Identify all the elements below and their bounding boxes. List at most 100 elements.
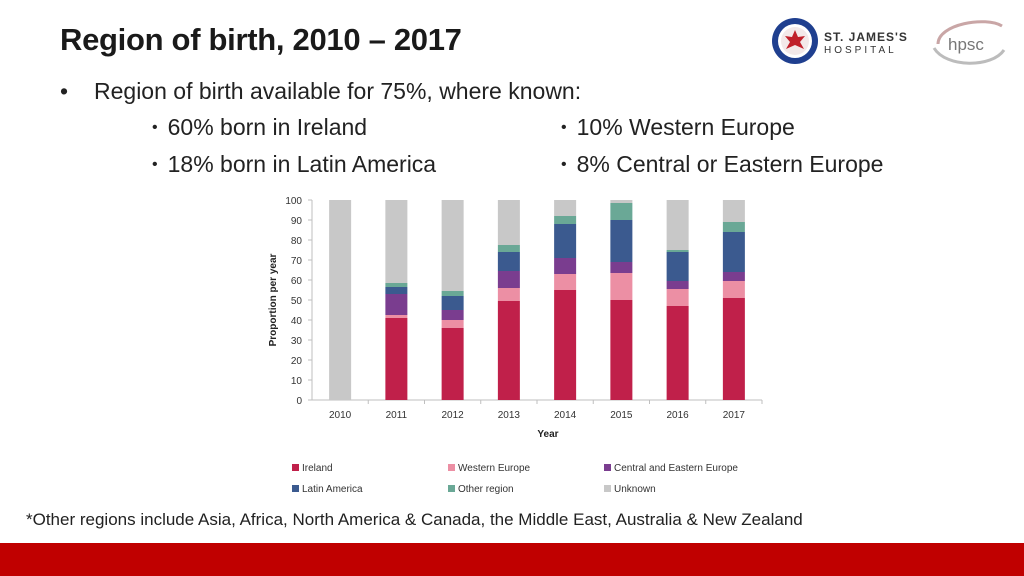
bar-segment (441, 200, 464, 291)
bar-segment (385, 315, 408, 318)
legend-item: Other region (448, 484, 514, 495)
st-james-hospital-wordmark: ST. JAMES'S HOSPITAL (824, 30, 908, 58)
sub-bullet-text: 8% Central or Eastern Europe (576, 151, 884, 177)
bar-segment (329, 200, 352, 400)
bar-segment (441, 320, 464, 328)
sub-bullet-western-europe: • 10% Western Europe (561, 114, 795, 140)
bar-segment (554, 200, 577, 216)
bar-segment (385, 283, 408, 287)
logo-area: ST. JAMES'S HOSPITAL hpsc (770, 14, 1010, 72)
x-tick-label: 2011 (386, 410, 408, 421)
bar-segment (554, 224, 577, 258)
legend-swatch (292, 485, 299, 492)
sub-bullet-ireland: • 60% born in Ireland (152, 114, 368, 140)
bar-segment (722, 281, 745, 298)
bar-segment (385, 200, 408, 283)
y-tick-label: 10 (291, 376, 303, 387)
y-tick-label: 40 (291, 316, 303, 327)
bar-segment (722, 200, 745, 222)
sub-bullet-text: 18% born in Latin America (167, 151, 437, 177)
x-tick-label: 2013 (498, 410, 521, 421)
legend-label: Ireland (302, 463, 333, 474)
bar-segment (722, 232, 745, 272)
footnote: *Other regions include Asia, Africa, Nor… (26, 510, 803, 529)
main-bullet-text: Region of birth available for 75%, where… (94, 78, 582, 104)
x-tick-label: 2016 (667, 410, 690, 421)
x-tick-label: 2010 (329, 410, 352, 421)
bar-segment (554, 216, 577, 224)
x-axis-label: Year (537, 429, 558, 440)
hpsc-logo-text: hpsc (948, 35, 984, 54)
chart-bars (329, 200, 745, 400)
bar-segment (610, 262, 633, 273)
bar-segment (497, 252, 520, 271)
sj-line2: HOSPITAL (824, 45, 897, 56)
footer-accent-bar (0, 543, 1024, 576)
legend-item: Unknown (604, 484, 656, 495)
bar-segment (666, 289, 689, 306)
sub-bullet-central-eastern-europe: • 8% Central or Eastern Europe (561, 151, 884, 177)
bar-segment (497, 271, 520, 288)
y-tick-label: 60 (291, 276, 303, 287)
st-james-hospital-seal-logo (772, 18, 818, 64)
legend-label: Western Europe (458, 463, 531, 474)
y-tick-label: 50 (291, 296, 303, 307)
bar-segment (497, 288, 520, 301)
bar-segment (554, 290, 577, 400)
slide-title: Region of birth, 2010 – 2017 (60, 22, 462, 57)
bullet-dot: • (60, 78, 69, 104)
legend-item: Ireland (292, 463, 333, 474)
legend-swatch (604, 464, 611, 471)
bar-segment (610, 273, 633, 300)
x-tick-label: 2017 (723, 410, 746, 421)
legend-item: Latin America (292, 484, 363, 495)
hpsc-logo: hpsc (932, 20, 1006, 65)
x-tick-label: 2015 (610, 410, 633, 421)
bar-segment (666, 281, 689, 289)
bar-segment (666, 306, 689, 400)
sub-bullet-text: 10% Western Europe (576, 114, 795, 140)
bar-segment (441, 296, 464, 310)
legend-label: Unknown (614, 484, 656, 495)
y-tick-label: 90 (291, 216, 303, 227)
bar-segment (666, 250, 689, 252)
bar-segment (385, 287, 408, 294)
bar-segment (666, 200, 689, 250)
bar-segment (722, 272, 745, 281)
legend-swatch (604, 485, 611, 492)
x-tick-label: 2014 (554, 410, 577, 421)
y-tick-label: 80 (291, 236, 303, 247)
bar-segment (441, 310, 464, 320)
bar-segment (610, 203, 633, 220)
y-tick-label: 0 (296, 396, 302, 407)
bar-segment (441, 291, 464, 296)
x-tick-label: 2012 (442, 410, 465, 421)
bar-segment (722, 298, 745, 400)
legend-swatch (292, 464, 299, 471)
y-tick-label: 20 (291, 356, 303, 367)
sub-bullet-text: 60% born in Ireland (167, 114, 368, 140)
bar-segment (497, 245, 520, 252)
sj-line1: ST. JAMES'S (824, 30, 908, 44)
bar-segment (610, 220, 633, 262)
legend-label: Latin America (302, 484, 363, 495)
sub-bullet-latin-america: • 18% born in Latin America (152, 151, 437, 177)
bar-segment (497, 301, 520, 400)
bar-segment (610, 200, 633, 203)
y-tick-label: 100 (285, 196, 302, 207)
legend-label: Central and Eastern Europe (614, 463, 738, 474)
bar-segment (554, 258, 577, 274)
y-tick-label: 30 (291, 336, 303, 347)
y-axis-label: Proportion per year (268, 254, 279, 347)
bar-segment (554, 274, 577, 290)
chart-legend: Ireland Western Europe Central and Eastern… (292, 463, 738, 495)
legend-item: Central and Eastern Europe (604, 463, 738, 474)
bar-segment (385, 294, 408, 315)
legend-swatch (448, 464, 455, 471)
legend-item: Western Europe (448, 463, 531, 474)
bar-segment (385, 318, 408, 400)
legend-swatch (448, 485, 455, 492)
bar-segment (497, 200, 520, 245)
bar-segment (610, 300, 633, 400)
